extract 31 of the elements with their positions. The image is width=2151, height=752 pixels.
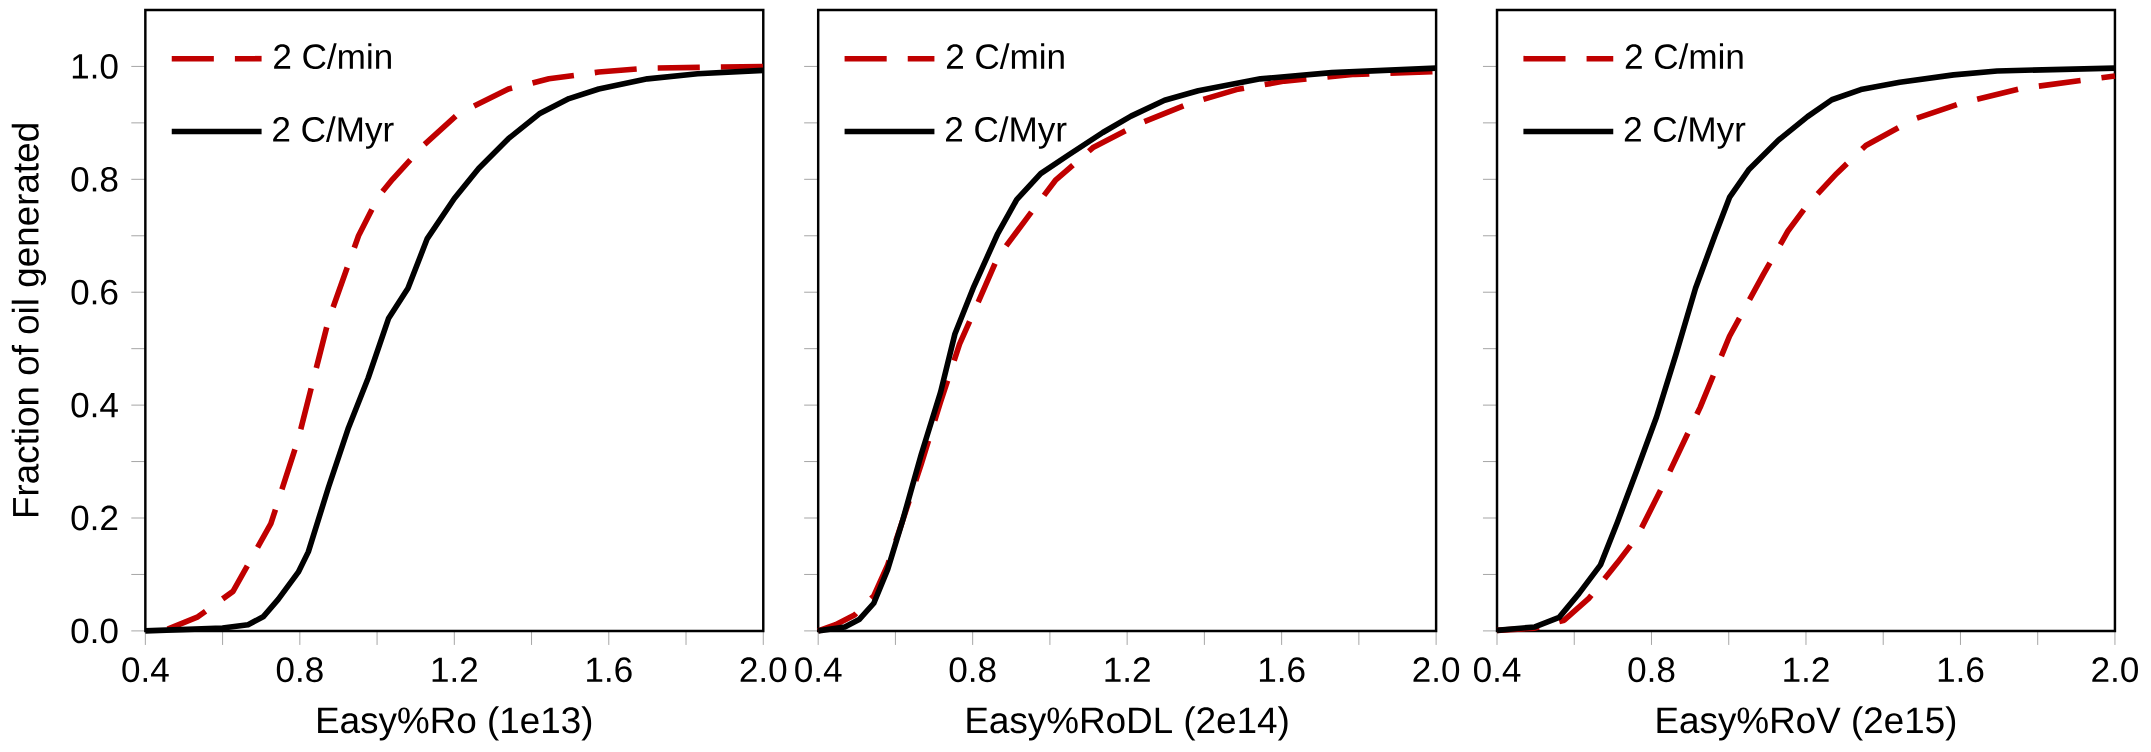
y-axis-title: Fraction of oil generated [11, 124, 47, 516]
legend-label: 2 C/min [946, 43, 1064, 69]
legend-label: 2 C/Myr [946, 115, 1067, 149]
x-tick-label: 1.6 [1938, 657, 1984, 683]
x-tick-label: 0.4 [122, 657, 169, 683]
y-tick-label: 0.6 [71, 279, 118, 305]
x-axis-title: Easy%RoV (2e15) [1657, 706, 1956, 741]
x-tick-label: 2.0 [2092, 657, 2138, 683]
y-tick-label: 0.8 [71, 166, 118, 192]
x-axis-title: Easy%Ro (1e13) [318, 706, 592, 741]
x-tick-label: 1.6 [587, 657, 632, 683]
y-tick-label: 0.2 [71, 505, 118, 531]
legend-label: 2 C/Myr [1624, 115, 1746, 149]
x-tick-label: 1.2 [1105, 657, 1150, 682]
x-tick-label: 1.6 [1259, 657, 1305, 683]
x-tick-label: 2.0 [740, 657, 787, 683]
y-tick-label: 0.4 [71, 392, 118, 418]
x-tick-label: 0.4 [1474, 657, 1521, 683]
legend-label: 2 C/Myr [273, 115, 394, 149]
x-tick-label: 0.8 [949, 657, 996, 683]
legend-label: 2 C/min [274, 43, 391, 69]
x-tick-label: 0.8 [276, 657, 323, 683]
x-axis-title: Easy%RoDL (2e14) [967, 706, 1288, 741]
legend-label: 2 C/min [1625, 43, 1743, 69]
x-tick-label: 0.4 [795, 657, 842, 683]
x-tick-label: 2.0 [1413, 657, 1460, 683]
y-tick-label: 0.0 [71, 618, 118, 644]
y-tick-label: 1.0 [72, 53, 118, 79]
x-tick-label: 0.8 [1628, 657, 1675, 683]
x-tick-label: 1.2 [432, 657, 477, 682]
x-tick-label: 1.2 [1784, 657, 1829, 682]
